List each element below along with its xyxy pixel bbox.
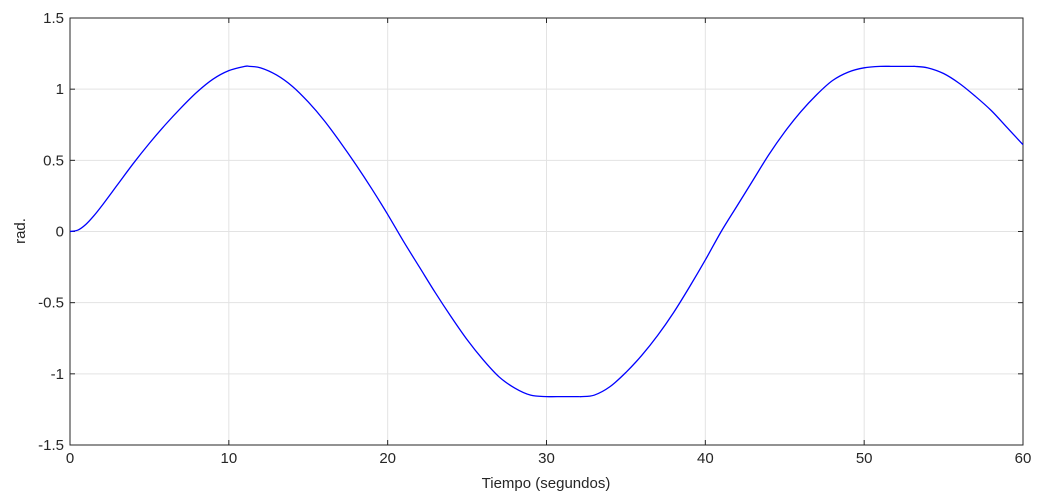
x-tick-label: 0 <box>66 450 74 467</box>
x-tick-label: 30 <box>538 450 555 467</box>
y-axis-label: rad. <box>12 218 29 244</box>
y-tick-label: 0 <box>56 224 64 241</box>
x-tick-label: 20 <box>379 450 396 467</box>
x-tick-labels: 0 10 20 30 40 50 60 <box>66 450 1032 467</box>
y-tick-label: 1.5 <box>43 10 64 27</box>
y-tick-labels: 1.5 1 0.5 0 -0.5 -1 -1.5 <box>38 10 64 454</box>
series-lines <box>69 65 1024 398</box>
x-tick-label: 10 <box>220 450 237 467</box>
x-tick-label: 60 <box>1015 450 1032 467</box>
y-tick-label: -0.5 <box>38 295 64 312</box>
y-tick-label: 0.5 <box>43 152 64 169</box>
x-tick-label: 40 <box>697 450 714 467</box>
series-line <box>69 65 1024 398</box>
x-tick-label: 50 <box>856 450 873 467</box>
y-tick-label: -1.5 <box>38 437 64 454</box>
y-tick-label: 1 <box>56 81 64 98</box>
x-axis-label: Tiempo (segundos) <box>482 475 611 492</box>
y-tick-label: -1 <box>51 366 64 383</box>
